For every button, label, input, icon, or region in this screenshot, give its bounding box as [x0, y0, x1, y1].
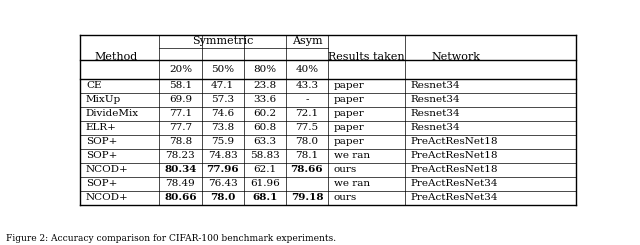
Text: paper: paper	[334, 123, 365, 132]
Text: SOP+: SOP+	[86, 151, 117, 160]
Text: NCOD+: NCOD+	[86, 193, 129, 202]
Text: 20%: 20%	[169, 65, 192, 74]
Text: paper: paper	[334, 109, 365, 118]
Text: 57.3: 57.3	[211, 95, 234, 104]
Text: 78.0: 78.0	[295, 137, 319, 146]
Text: SOP+: SOP+	[86, 179, 117, 188]
Text: Resnet34: Resnet34	[411, 123, 460, 132]
Text: 74.83: 74.83	[208, 151, 237, 160]
Text: 80%: 80%	[253, 65, 276, 74]
Text: 78.1: 78.1	[295, 151, 319, 160]
Text: 77.1: 77.1	[169, 109, 192, 118]
Text: MixUp: MixUp	[86, 95, 121, 104]
Text: we ran: we ran	[334, 179, 370, 188]
Text: 33.6: 33.6	[253, 95, 276, 104]
Text: 23.8: 23.8	[253, 81, 276, 90]
Text: Resnet34: Resnet34	[411, 109, 460, 118]
Text: 43.3: 43.3	[295, 81, 319, 90]
Text: paper: paper	[334, 95, 365, 104]
Text: PreActResNet18: PreActResNet18	[411, 165, 499, 174]
Text: DivideMix: DivideMix	[86, 109, 139, 118]
Text: 77.7: 77.7	[169, 123, 192, 132]
Text: 40%: 40%	[295, 65, 319, 74]
Text: ours: ours	[334, 165, 357, 174]
Text: NCOD+: NCOD+	[86, 165, 129, 174]
Text: 78.23: 78.23	[166, 151, 195, 160]
Text: Figure 2: Accuracy comparison for CIFAR-100 benchmark experiments.: Figure 2: Accuracy comparison for CIFAR-…	[6, 233, 337, 243]
Text: -: -	[305, 95, 308, 104]
Text: 76.43: 76.43	[208, 179, 237, 188]
Text: 47.1: 47.1	[211, 81, 234, 90]
Text: PreActResNet18: PreActResNet18	[411, 151, 499, 160]
Text: 78.49: 78.49	[166, 179, 195, 188]
Text: 77.5: 77.5	[295, 123, 319, 132]
Text: 61.96: 61.96	[250, 179, 280, 188]
Text: 78.0: 78.0	[210, 193, 236, 202]
Text: Method: Method	[94, 52, 138, 62]
Text: Network: Network	[431, 52, 480, 62]
Text: we ran: we ran	[334, 151, 370, 160]
Text: SOP+: SOP+	[86, 137, 117, 146]
Text: 60.8: 60.8	[253, 123, 276, 132]
Text: 50%: 50%	[211, 65, 234, 74]
Text: ELR+: ELR+	[86, 123, 117, 132]
Text: 72.1: 72.1	[295, 109, 319, 118]
Text: Resnet34: Resnet34	[411, 81, 460, 90]
Text: Symmetric: Symmetric	[192, 36, 253, 46]
Text: PreActResNet34: PreActResNet34	[411, 193, 499, 202]
Text: PreActResNet34: PreActResNet34	[411, 179, 499, 188]
Text: Results taken: Results taken	[328, 52, 404, 62]
Text: 63.3: 63.3	[253, 137, 276, 146]
Text: Resnet34: Resnet34	[411, 95, 460, 104]
Text: 79.18: 79.18	[291, 193, 323, 202]
Text: 68.1: 68.1	[252, 193, 278, 202]
Text: 78.8: 78.8	[169, 137, 192, 146]
Text: Asym: Asym	[292, 36, 322, 46]
Text: 60.2: 60.2	[253, 109, 276, 118]
Text: 58.1: 58.1	[169, 81, 192, 90]
Text: 77.96: 77.96	[206, 165, 239, 174]
Text: 78.66: 78.66	[291, 165, 323, 174]
Text: PreActResNet18: PreActResNet18	[411, 137, 499, 146]
Text: CE: CE	[86, 81, 102, 90]
Text: 62.1: 62.1	[253, 165, 276, 174]
Text: 80.66: 80.66	[164, 193, 196, 202]
Text: 80.34: 80.34	[164, 165, 196, 174]
Text: 75.9: 75.9	[211, 137, 234, 146]
Text: 58.83: 58.83	[250, 151, 280, 160]
Text: 73.8: 73.8	[211, 123, 234, 132]
Text: paper: paper	[334, 81, 365, 90]
Text: 69.9: 69.9	[169, 95, 192, 104]
Text: paper: paper	[334, 137, 365, 146]
Text: ours: ours	[334, 193, 357, 202]
Text: 74.6: 74.6	[211, 109, 234, 118]
